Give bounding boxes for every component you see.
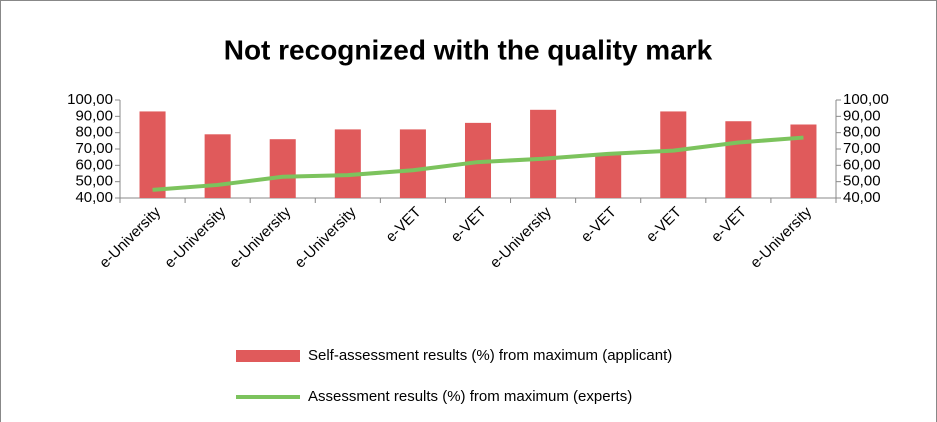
y-tick-label: 60,00: [75, 156, 113, 173]
bar: [660, 111, 687, 198]
y-tick-label: 70,00: [75, 140, 113, 157]
y2-tick-label: 40,00: [843, 189, 881, 206]
y-tick-label: 80,00: [75, 124, 113, 141]
legend-label: Assessment results (%) from maximum (exp…: [308, 388, 632, 405]
y-tick-label: 90,00: [75, 107, 113, 124]
chart-title: Not recognized with the quality mark: [224, 34, 713, 65]
bar: [790, 124, 817, 198]
y-tick-label: 40,00: [75, 189, 113, 206]
y2-tick-label: 80,00: [843, 124, 881, 141]
bar: [269, 139, 296, 198]
bar: [530, 109, 557, 198]
y2-tick-label: 60,00: [843, 156, 881, 173]
y-tick-label: 100,00: [67, 91, 113, 108]
bar: [399, 129, 426, 198]
legend-swatch: [236, 350, 300, 362]
y2-tick-label: 70,00: [843, 140, 881, 157]
bar: [725, 121, 752, 198]
y2-tick-label: 100,00: [843, 91, 889, 108]
y2-tick-label: 90,00: [843, 107, 881, 124]
legend-label: Self-assessment results (%) from maximum…: [308, 347, 672, 364]
bar: [595, 153, 622, 198]
line: [152, 135, 804, 192]
bar: [334, 129, 361, 198]
y-tick-label: 50,00: [75, 173, 113, 190]
y2-tick-label: 50,00: [843, 173, 881, 190]
bar: [139, 111, 166, 198]
bar: [204, 134, 231, 198]
